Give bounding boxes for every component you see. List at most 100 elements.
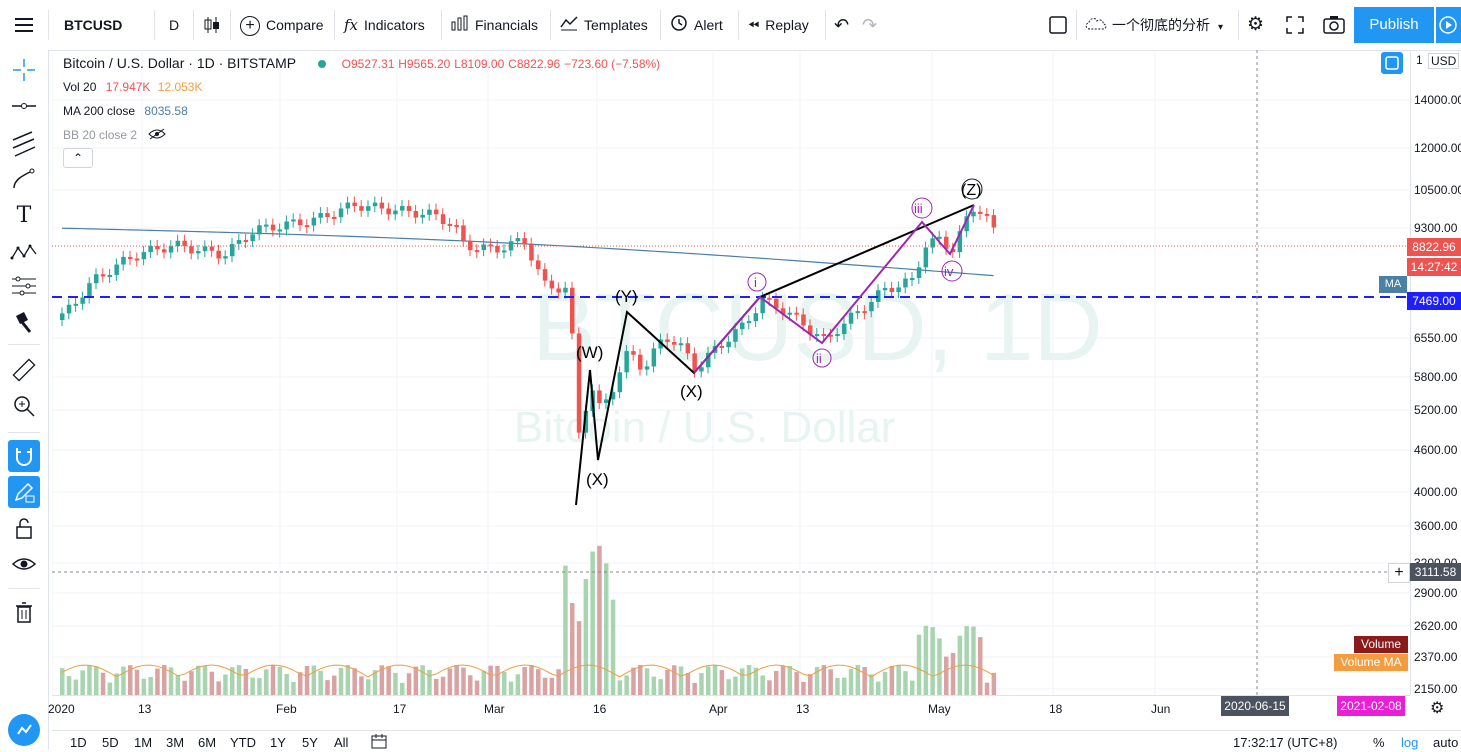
range-all[interactable]: All — [334, 735, 349, 750]
percent-toggle[interactable]: % — [1373, 735, 1385, 750]
auto-toggle[interactable]: auto — [1433, 735, 1459, 750]
price-tick: 10500.00 — [1414, 183, 1461, 197]
candles-icon[interactable] — [202, 8, 222, 42]
cursor-date-badge: 2020-06-15 — [1221, 696, 1289, 716]
fullscreen-icon[interactable] — [1285, 8, 1305, 42]
legend-bb[interactable]: BB 20 close 2 — [63, 128, 167, 143]
icon-tool-icon[interactable] — [10, 308, 38, 336]
templates-label: Templates — [584, 17, 648, 33]
candle — [454, 225, 459, 228]
alert-button[interactable]: Alert — [670, 8, 723, 42]
chart-pane[interactable]: BTCUSD, 1D Bitcoin / U.S. Dollar (W) (X)… — [52, 50, 1410, 695]
log-toggle[interactable]: log — [1401, 735, 1419, 750]
add-order-plus-icon[interactable]: + — [1388, 563, 1410, 583]
price-tick: 2150.00 — [1414, 682, 1458, 696]
eye-off-icon[interactable] — [148, 128, 167, 143]
legend-ma[interactable]: MA 200 close 8035.58 — [63, 104, 188, 118]
candle — [447, 223, 453, 226]
volume-bar — [60, 668, 65, 695]
interval-button[interactable]: D — [169, 17, 180, 33]
lock-icon[interactable] — [10, 514, 38, 542]
camera-icon[interactable] — [1322, 8, 1346, 42]
price-scale[interactable] — [1410, 50, 1461, 695]
pattern-tool-icon[interactable] — [10, 238, 38, 266]
templates-button[interactable]: Templates — [560, 8, 648, 42]
trash-icon[interactable] — [10, 598, 38, 626]
candle — [121, 256, 126, 265]
menu-icon[interactable] — [14, 8, 36, 42]
magnet-icon[interactable] — [8, 440, 40, 472]
range-6m[interactable]: 6M — [198, 735, 217, 750]
pitchfork-tool-icon[interactable] — [10, 130, 38, 158]
replay-button[interactable]: ⏪︎ Replay — [748, 8, 809, 42]
collapse-legend-button[interactable]: ⌃ — [63, 148, 93, 168]
candle — [284, 221, 289, 230]
compare-label: Compare — [266, 17, 324, 33]
clock[interactable]: 17:32:17 (UTC+8) — [1233, 735, 1338, 750]
price-tick: 6550.00 — [1414, 331, 1458, 345]
candle — [957, 231, 963, 253]
volume-bar — [196, 665, 201, 695]
undo-icon[interactable]: ↶ — [834, 15, 850, 35]
wave-label-ii-circle — [812, 348, 832, 368]
play-icon[interactable] — [1436, 7, 1461, 43]
ideas-icon[interactable] — [8, 714, 40, 746]
candle — [155, 245, 160, 250]
time-tick: Apr — [709, 702, 728, 716]
candle — [678, 343, 684, 346]
auto-scale-toggle-icon[interactable] — [1381, 52, 1403, 74]
ruler-icon[interactable] — [10, 356, 38, 384]
eye-icon[interactable] — [10, 550, 38, 578]
crosshair-icon[interactable] — [10, 56, 38, 84]
volume-bar — [236, 665, 242, 695]
legend-volume[interactable]: Vol 20 17.947K 12.053K — [63, 80, 203, 94]
symbol-search[interactable]: BTCUSD — [64, 17, 123, 33]
candle — [821, 334, 827, 337]
gear-icon[interactable]: ⚙ — [1430, 700, 1445, 717]
divider — [738, 10, 739, 40]
candle — [60, 313, 65, 320]
horizontal-line-tool-icon[interactable] — [10, 92, 38, 120]
text-tool-icon[interactable]: T — [16, 203, 32, 228]
volume-bar — [624, 675, 629, 695]
candle — [685, 343, 691, 354]
volume-bar — [502, 671, 507, 695]
compare-button[interactable]: + Compare — [240, 8, 324, 42]
range-ytd[interactable]: YTD — [230, 735, 256, 750]
publish-button[interactable]: Publish — [1354, 7, 1434, 43]
range-1m[interactable]: 1M — [134, 735, 153, 750]
range-5y[interactable]: 5Y — [302, 735, 318, 750]
layout-name-button[interactable]: 一个彻底的分析 ▾ — [1084, 8, 1223, 42]
currency-label[interactable]: USD — [1428, 53, 1460, 69]
volume-bar — [746, 665, 752, 695]
range-5d[interactable]: 5D — [102, 735, 119, 750]
volume-bar — [910, 680, 915, 695]
range-1y[interactable]: 1Y — [270, 735, 286, 750]
financials-button[interactable]: Financials — [451, 8, 538, 42]
wave-label-z: (Z) — [961, 182, 981, 199]
redo-icon[interactable]: ↷ — [862, 15, 878, 35]
range-1d[interactable]: 1D — [70, 735, 87, 750]
stay-in-drawing-mode-icon[interactable] — [8, 476, 40, 508]
end-date-badge: 2021-02-08 — [1337, 696, 1405, 716]
wave-impulse-line[interactable] — [693, 204, 975, 374]
gear-icon[interactable]: ⚙ — [1247, 14, 1265, 35]
time-scale[interactable] — [52, 695, 1410, 720]
measure-tool-icon[interactable] — [10, 272, 38, 300]
indicators-button[interactable]: fx Indicators — [344, 8, 425, 42]
layout-name-label: 一个彻底的分析 — [1112, 17, 1210, 33]
price-tick: 5200.00 — [1414, 403, 1458, 417]
range-3m[interactable]: 3M — [166, 735, 185, 750]
volume-bar — [386, 666, 391, 695]
fullscreen-checkbox-icon[interactable] — [1048, 8, 1068, 42]
volume-bar — [978, 637, 983, 695]
volume-bar — [202, 665, 208, 695]
legend-main: Bitcoin / U.S. Dollar · 1D · BITSTAMP O9… — [63, 55, 660, 71]
calendar-icon[interactable] — [370, 733, 388, 752]
candle — [148, 245, 153, 253]
candle — [264, 224, 269, 227]
volume-bar — [549, 677, 555, 695]
drawing-toolbar: T — [0, 50, 49, 749]
zoom-in-icon[interactable] — [10, 392, 38, 420]
brush-tool-icon[interactable] — [10, 166, 38, 194]
